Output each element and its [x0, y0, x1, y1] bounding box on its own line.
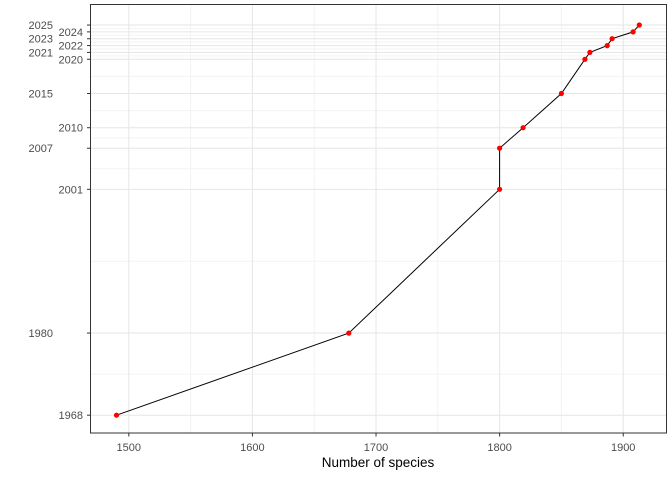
y-tick-label: 2001 — [59, 184, 83, 196]
data-point — [582, 56, 588, 62]
y-tick-label: 2021 — [29, 47, 53, 59]
x-tick-label: 1700 — [364, 442, 388, 454]
y-tick-label: 1968 — [59, 410, 83, 422]
data-point — [497, 186, 503, 192]
data-point — [636, 22, 642, 28]
x-tick-label: 1900 — [611, 442, 635, 454]
panel-border — [90, 4, 667, 434]
data-point — [587, 49, 593, 56]
y-tick-label: 2025 — [29, 20, 53, 32]
gridlines-minor — [90, 4, 667, 433]
y-tick-label: 2022 — [59, 41, 83, 53]
data-point — [497, 145, 503, 151]
x-tick-label: 1800 — [487, 442, 511, 454]
x-tick-label: 1500 — [117, 442, 141, 454]
y-tick-label: 2015 — [29, 89, 53, 101]
data-point — [609, 36, 615, 42]
data-point — [520, 125, 526, 131]
data-point — [630, 29, 636, 35]
data-point — [113, 412, 120, 418]
data-point — [558, 90, 565, 97]
y-tick-label: 2010 — [59, 123, 83, 135]
y-tick-label: 2007 — [29, 143, 53, 155]
x-axis-tick-labels: 1500 1600 1700 1800 1900 — [117, 442, 636, 454]
data-point — [346, 330, 352, 336]
y-tick-label: 1980 — [29, 328, 53, 340]
y-axis-tick-labels: 1968 1980 2001 2007 2010 2015 2020 2021 2022 2023… — [29, 20, 83, 422]
panel-background — [90, 4, 667, 433]
data-point — [604, 43, 610, 49]
axis-tick-marks — [87, 24, 624, 437]
data-points — [113, 22, 642, 418]
x-axis-title: Number of species — [322, 455, 435, 470]
data-line — [116, 24, 640, 416]
y-tick-label: 2020 — [59, 54, 83, 66]
gridlines-major — [90, 4, 667, 433]
x-tick-label: 1600 — [240, 442, 264, 454]
y-tick-label: 2024 — [59, 27, 83, 39]
y-tick-label: 2023 — [29, 34, 53, 46]
